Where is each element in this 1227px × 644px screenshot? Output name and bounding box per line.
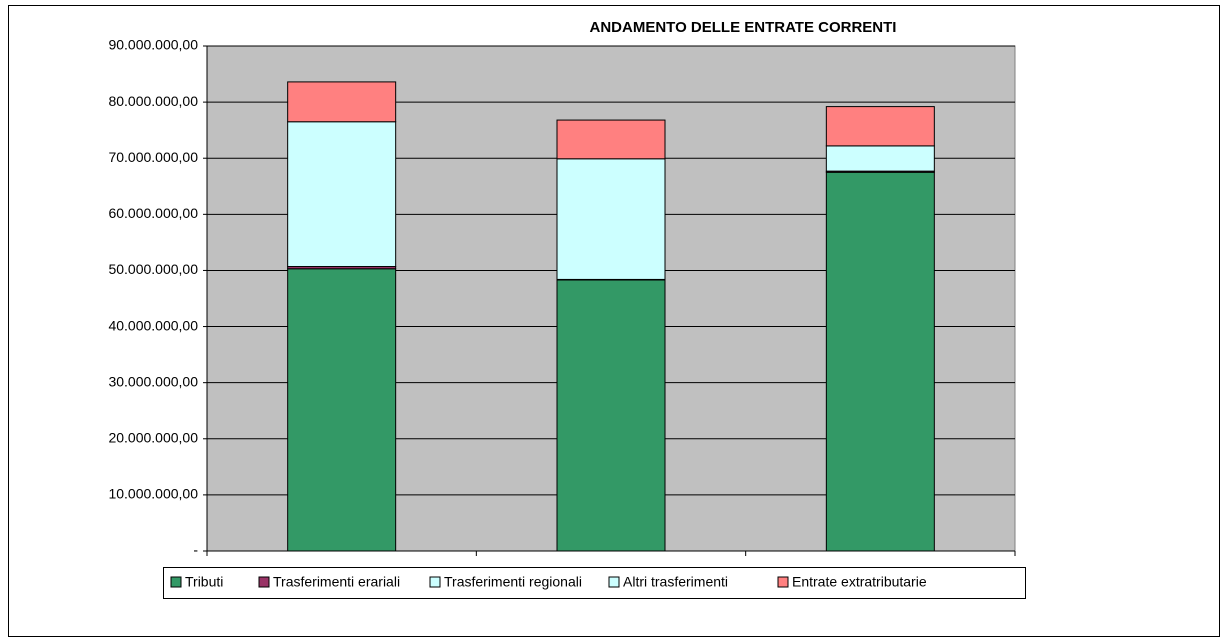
legend-swatch — [608, 576, 620, 588]
legend-label: Tributi — [185, 574, 223, 590]
y-tick-label: 70.000.000,00 — [108, 149, 198, 165]
legend-swatch — [429, 576, 441, 588]
y-tick-label: 30.000.000,00 — [108, 373, 198, 389]
y-tick-label: 50.000.000,00 — [108, 261, 198, 277]
bar-segment — [825, 106, 935, 147]
legend-label: Entrate extratributarie — [792, 574, 927, 590]
bar-segment — [556, 119, 666, 160]
y-tick-label: 20.000.000,00 — [108, 429, 198, 445]
bar-segment — [825, 145, 935, 172]
bar-segment — [287, 121, 397, 268]
legend-box — [163, 567, 1026, 599]
legend-swatch — [777, 576, 789, 588]
legend-swatch — [170, 576, 182, 588]
legend-swatch — [258, 576, 270, 588]
legend-label: Trasferimenti regionali — [444, 574, 582, 590]
bar-segment — [556, 279, 666, 552]
bar-segment — [287, 81, 397, 123]
legend-label: Altri trasferimenti — [623, 574, 728, 590]
y-tick-label: 80.000.000,00 — [108, 93, 198, 109]
bar-segment — [556, 158, 666, 280]
bar-segment — [825, 171, 935, 552]
y-tick-label: 10.000.000,00 — [108, 486, 198, 502]
bar-segment — [287, 268, 397, 552]
y-tick-label: 40.000.000,00 — [108, 317, 198, 333]
chart-title: ANDAMENTO DELLE ENTRATE CORRENTI — [590, 19, 897, 36]
y-tick-label: 60.000.000,00 — [108, 205, 198, 221]
legend-label: Trasferimenti erariali — [273, 574, 400, 590]
y-tick-label: 90.000.000,00 — [108, 37, 198, 53]
y-tick-label: - — [193, 542, 198, 558]
